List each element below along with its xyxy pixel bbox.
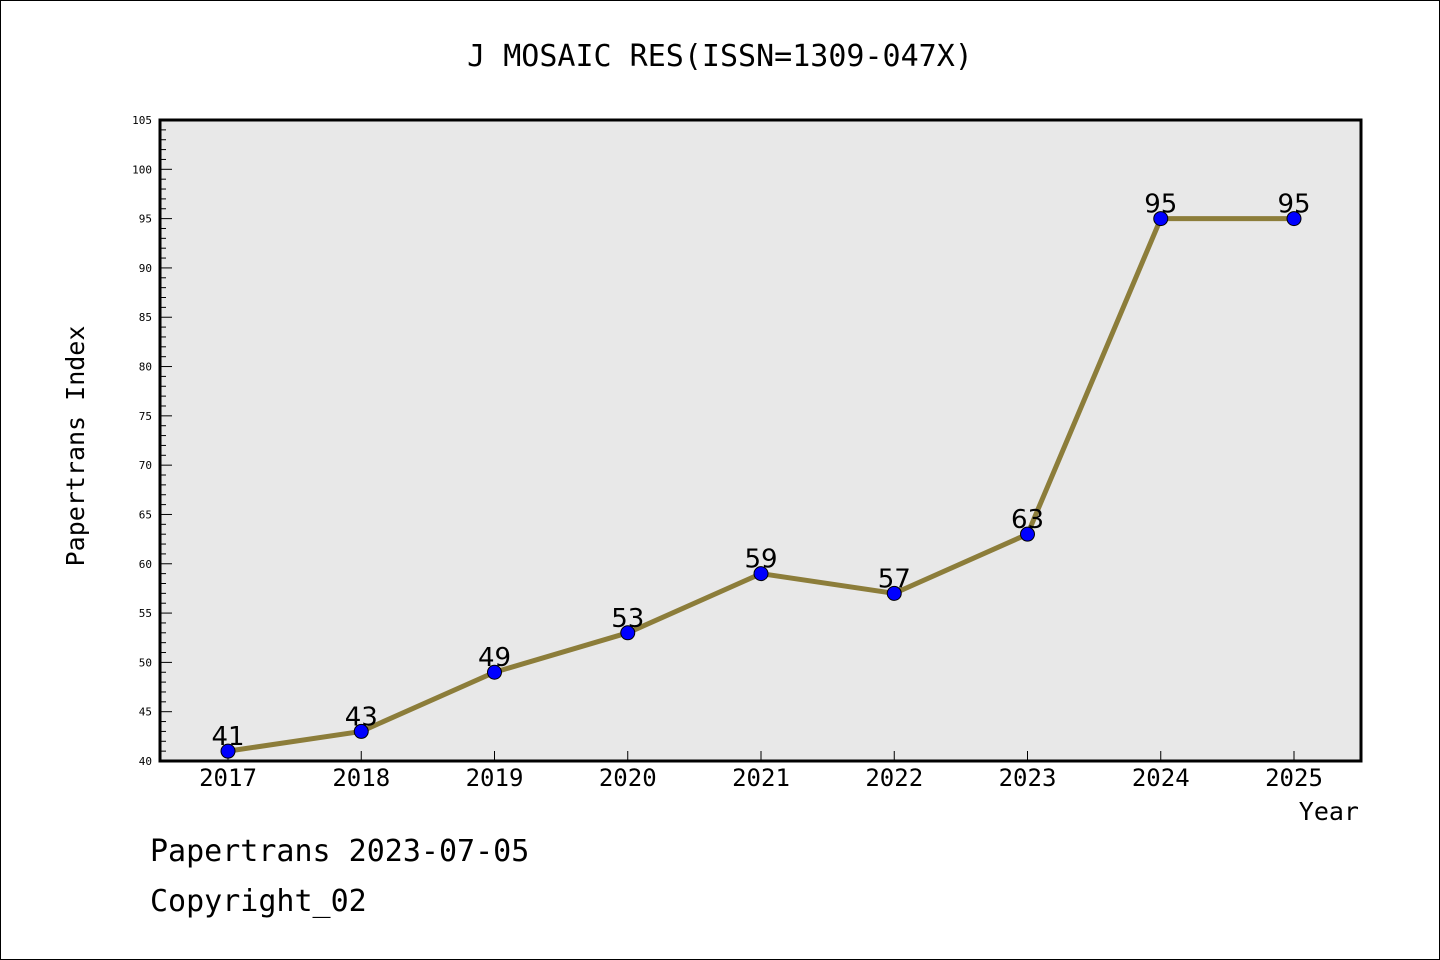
y-tick-label: 80 <box>139 361 152 374</box>
y-tick-label: 75 <box>139 410 152 423</box>
data-point <box>886 585 902 601</box>
y-tick-label: 50 <box>139 656 152 669</box>
footer-copyright: Copyright_02 <box>150 884 367 919</box>
y-axis-label: Papertrans Index <box>61 326 90 567</box>
x-tick-label: 2023 <box>999 764 1057 792</box>
y-tick-label: 45 <box>139 706 152 719</box>
y-tick-label: 60 <box>139 558 152 571</box>
x-tick-label: 2018 <box>332 764 390 792</box>
x-tick-label: 2025 <box>1265 764 1323 792</box>
y-axis: 40 45 50 55 60 65 70 75 80 85 90 95 100 105 <box>132 114 172 768</box>
x-tick-label: 2019 <box>466 764 524 792</box>
x-axis: 2017 2018 2019 2020 2021 2022 2023 2024 2025 <box>199 751 1323 792</box>
data-point <box>487 664 502 680</box>
data-point <box>1020 526 1035 542</box>
chart-title: J MOSAIC RES(ISSN=1309-047X) <box>467 39 973 74</box>
footer-date: Papertrans 2023-07-05 <box>150 834 530 869</box>
data-point <box>353 723 369 739</box>
data-point <box>753 566 769 582</box>
data-point <box>220 743 236 759</box>
x-tick-label: 2017 <box>199 764 257 792</box>
plot-area <box>158 118 1363 763</box>
data-label: 53 <box>611 604 644 634</box>
y-tick-label: 95 <box>139 213 152 226</box>
x-tick-label: 2021 <box>732 764 790 792</box>
x-tick-label: 2024 <box>1132 764 1190 792</box>
y-tick-label: 85 <box>139 311 152 324</box>
data-label: 59 <box>744 545 777 575</box>
data-label: 95 <box>1277 190 1310 220</box>
data-label: 57 <box>878 564 911 594</box>
data-label: 95 <box>1144 190 1177 220</box>
y-tick-label: 55 <box>139 607 152 620</box>
y-tick-label: 40 <box>139 755 152 768</box>
data-point <box>1153 211 1169 227</box>
series-papertrans-index: 41 43 49 53 59 57 63 95 95 <box>211 190 1311 759</box>
data-label: 43 <box>345 702 378 732</box>
data-label: 63 <box>1011 505 1044 535</box>
x-tick-label: 2022 <box>865 764 923 792</box>
y-tick-label: 70 <box>139 459 152 472</box>
y-tick-label: 105 <box>132 114 152 127</box>
y-tick-label: 90 <box>139 262 152 275</box>
y-tick-label: 65 <box>139 508 152 521</box>
y-tick-label: 100 <box>132 163 152 176</box>
data-point <box>1286 211 1302 227</box>
data-label: 49 <box>478 643 511 673</box>
x-tick-label: 2020 <box>599 764 657 792</box>
data-label: 41 <box>211 722 244 752</box>
data-point <box>620 625 636 641</box>
x-axis-label: Year <box>1299 797 1359 826</box>
